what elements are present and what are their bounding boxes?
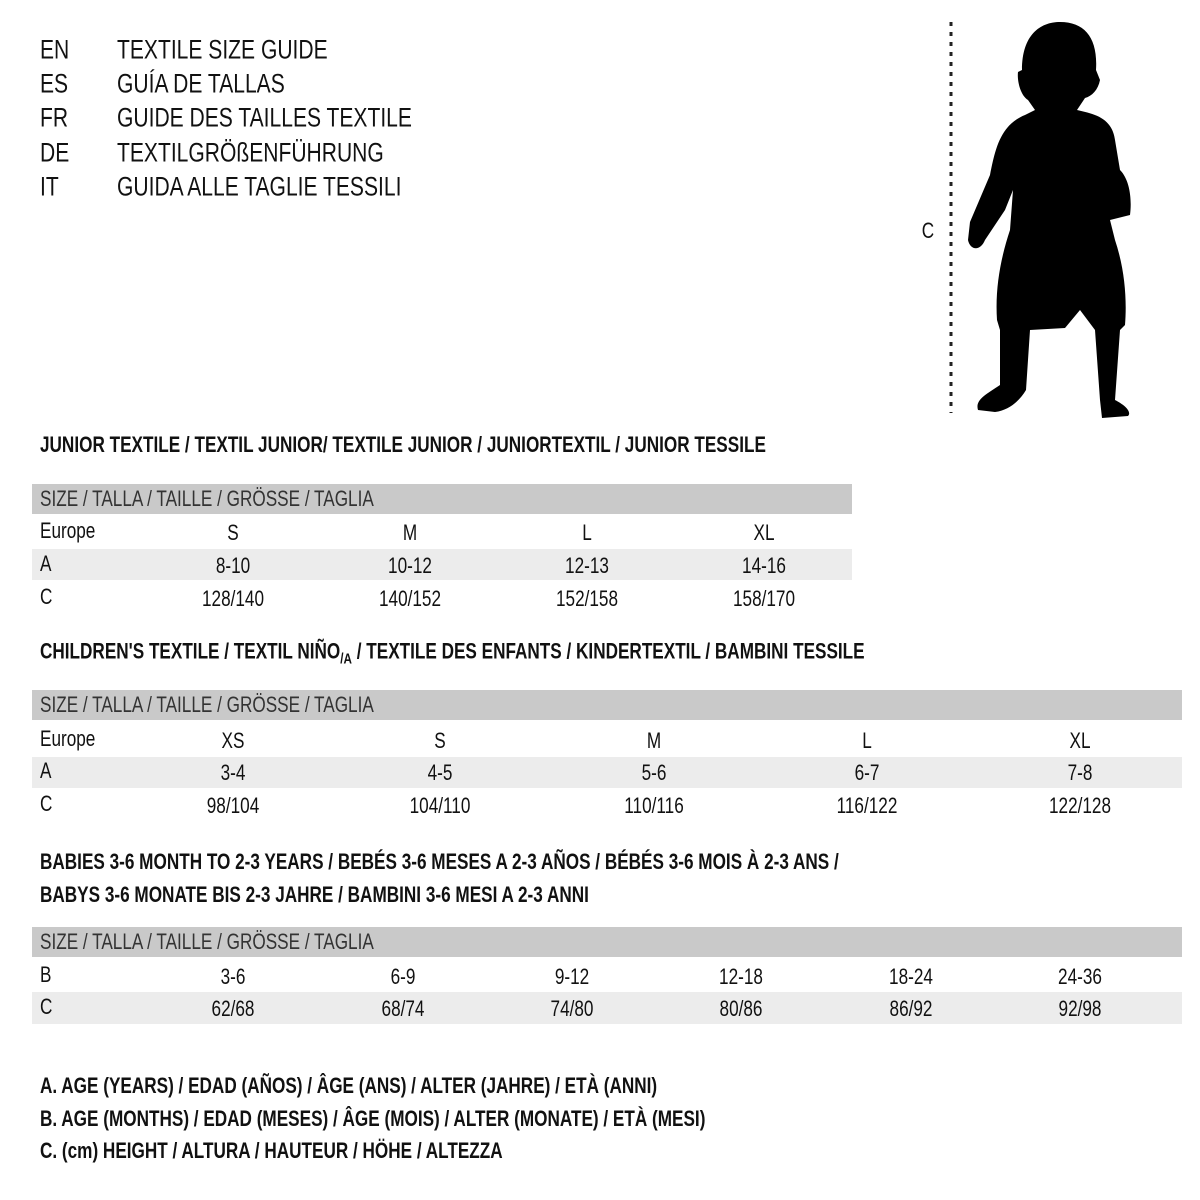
legend-b: B. AGE (MONTHS) / EDAD (MESES) / ÂGE (MO…: [40, 1106, 706, 1131]
children-heading: CHILDREN'S TEXTILE / TEXTIL NIÑO/A / TEX…: [40, 638, 865, 667]
legend-a: A. AGE (YEARS) / EDAD (AÑOS) / ÂGE (ANS)…: [40, 1073, 658, 1098]
children-alt-band: [32, 757, 1182, 788]
row-label: C: [40, 791, 53, 816]
table-cell: 122/128: [1048, 793, 1112, 818]
children-size-header-label: SIZE / TALLA / TAILLE / GRÖSSE / TAGLIA: [40, 692, 374, 717]
row-label: Europe: [40, 726, 96, 751]
table-cell: S: [434, 728, 446, 753]
table-cell: 6-7: [854, 760, 880, 785]
table-cell: 74/80: [550, 996, 594, 1021]
row-label: A: [40, 758, 52, 783]
table-cell: 104/110: [409, 793, 471, 818]
table-cell: 14-16: [742, 553, 786, 578]
babies-alt-band: [32, 992, 1182, 1024]
row-label: Europe: [40, 518, 96, 543]
table-cell: XL: [1069, 728, 1091, 753]
row-label: B: [40, 962, 52, 987]
table-cell: 8-10: [215, 553, 251, 578]
table-cell: 152/158: [555, 586, 619, 611]
table-cell: 62/68: [211, 996, 255, 1021]
babies-heading-line-1: BABIES 3-6 MONTH TO 2-3 YEARS / BEBÉS 3-…: [40, 849, 839, 874]
table-cell: 18-24: [889, 964, 933, 989]
lang-title-de: TEXTILGRÖßENFÜHRUNG: [117, 137, 384, 168]
table-cell: 9-12: [554, 964, 590, 989]
lang-title-fr: GUIDE DES TAILLES TEXTILE: [117, 102, 412, 133]
table-cell: M: [646, 728, 662, 753]
children-heading-sub: /A: [340, 650, 352, 668]
legend-c: C. (cm) HEIGHT / ALTURA / HAUTEUR / HÖHE…: [40, 1138, 503, 1163]
table-cell: 24-36: [1058, 964, 1102, 989]
table-cell: 140/152: [378, 586, 442, 611]
table-cell: XS: [221, 728, 245, 753]
table-cell: 86/92: [889, 996, 933, 1021]
children-size-header: [32, 690, 1182, 720]
junior-alt-band: [32, 549, 852, 580]
table-cell: 158/170: [732, 586, 796, 611]
table-cell: 68/74: [381, 996, 425, 1021]
table-cell: 80/86: [719, 996, 763, 1021]
lang-code-it: IT: [40, 171, 59, 202]
children-heading-pre: CHILDREN'S TEXTILE / TEXTIL NIÑO: [40, 638, 341, 664]
table-cell: 116/122: [836, 793, 898, 818]
table-cell: 10-12: [388, 553, 432, 578]
lang-title-en: TEXTILE SIZE GUIDE: [117, 34, 328, 65]
table-cell: 3-4: [220, 760, 246, 785]
table-cell: 110/116: [624, 793, 684, 818]
lang-title-es: GUÍA DE TALLAS: [117, 68, 285, 99]
table-cell: 12-13: [565, 553, 609, 578]
height-label: C: [921, 218, 935, 243]
lang-code-fr: FR: [40, 102, 69, 133]
row-label: A: [40, 551, 52, 576]
table-cell: M: [402, 520, 418, 545]
lang-code-de: DE: [40, 137, 70, 168]
babies-size-header-label: SIZE / TALLA / TAILLE / GRÖSSE / TAGLIA: [40, 929, 374, 954]
lang-code-es: ES: [40, 68, 69, 99]
junior-size-header-label: SIZE / TALLA / TAILLE / GRÖSSE / TAGLIA: [40, 486, 374, 511]
babies-size-header: [32, 927, 1182, 957]
table-cell: 5-6: [641, 760, 667, 785]
child-silhouette-icon: [949, 22, 1131, 418]
table-cell: 12-18: [719, 964, 763, 989]
table-cell: 7-8: [1067, 760, 1093, 785]
babies-heading-line-2: BABYS 3-6 MONATE BIS 2-3 JAHRE / BAMBINI…: [40, 882, 589, 907]
lang-title-it: GUIDA ALLE TAGLIE TESSILI: [117, 171, 402, 202]
table-cell: 128/140: [201, 586, 265, 611]
table-cell: XL: [753, 520, 775, 545]
table-cell: 3-6: [220, 964, 246, 989]
lang-code-en: EN: [40, 34, 70, 65]
table-cell: 4-5: [427, 760, 453, 785]
table-cell: S: [227, 520, 239, 545]
junior-size-header: [32, 484, 852, 514]
table-cell: L: [862, 728, 872, 753]
row-label: C: [40, 584, 53, 609]
row-label: C: [40, 994, 53, 1019]
junior-heading: JUNIOR TEXTILE / TEXTIL JUNIOR/ TEXTILE …: [40, 432, 766, 457]
child-silhouette: [968, 22, 1131, 418]
table-cell: 98/104: [206, 793, 260, 818]
table-cell: L: [582, 520, 592, 545]
table-cell: 92/98: [1058, 996, 1102, 1021]
children-heading-post: / TEXTILE DES ENFANTS / KINDERTEXTIL / B…: [351, 638, 865, 664]
table-cell: 6-9: [390, 964, 416, 989]
